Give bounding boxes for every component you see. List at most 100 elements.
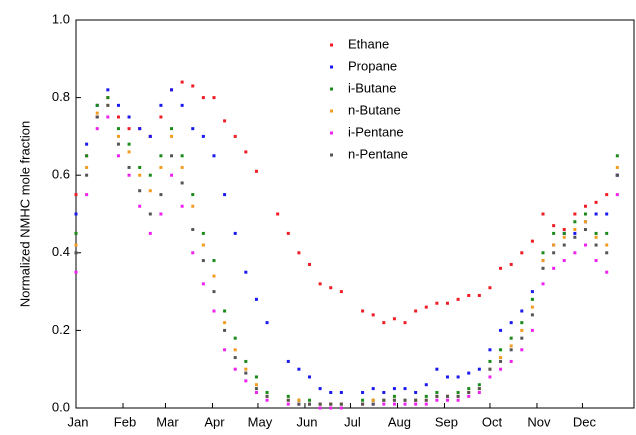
y-tick-label: 0.0 — [52, 399, 70, 414]
point — [127, 150, 131, 154]
point — [116, 154, 120, 158]
point — [361, 390, 365, 394]
x-tick-label: Jun — [296, 414, 317, 429]
point — [212, 309, 216, 313]
point — [499, 328, 503, 332]
point — [148, 189, 152, 193]
point — [424, 305, 428, 309]
point — [329, 286, 333, 290]
y-tick-label: 0.4 — [52, 244, 70, 259]
point — [520, 336, 524, 340]
point — [467, 387, 471, 391]
point — [467, 390, 471, 394]
point — [308, 398, 312, 402]
point — [159, 115, 163, 119]
point — [488, 348, 492, 352]
point — [297, 251, 301, 255]
point — [509, 359, 513, 363]
point — [106, 88, 110, 92]
x-tick-label: May — [248, 414, 273, 429]
point — [159, 212, 163, 216]
point — [201, 96, 205, 100]
point — [85, 173, 89, 177]
point — [212, 154, 216, 158]
point — [467, 371, 471, 375]
point — [233, 356, 237, 360]
point — [594, 243, 598, 247]
point — [530, 305, 534, 309]
point — [254, 297, 258, 301]
x-tick-label: Mar — [156, 414, 179, 429]
point — [212, 96, 216, 100]
point — [265, 398, 269, 402]
point — [138, 204, 142, 208]
point — [191, 251, 195, 255]
point — [286, 398, 290, 402]
point — [233, 336, 237, 340]
point — [382, 321, 386, 325]
point — [201, 231, 205, 235]
point — [615, 165, 619, 169]
point — [477, 390, 481, 394]
point — [541, 282, 545, 286]
legend-label: Propane — [348, 58, 397, 73]
point — [605, 231, 609, 235]
point — [594, 235, 598, 239]
point — [392, 387, 396, 391]
point — [233, 134, 237, 138]
point — [477, 293, 481, 297]
point — [530, 313, 534, 317]
point — [191, 193, 195, 197]
point — [594, 200, 598, 204]
point — [74, 243, 78, 247]
point — [371, 387, 375, 391]
point — [520, 309, 524, 313]
point — [445, 301, 449, 305]
point — [509, 348, 513, 352]
point — [286, 402, 290, 406]
point — [170, 127, 174, 131]
point — [297, 367, 301, 371]
point — [371, 402, 375, 406]
point — [254, 383, 258, 387]
point — [467, 293, 471, 297]
point — [403, 387, 407, 391]
point — [127, 127, 131, 131]
x-tick-label: Oct — [482, 414, 503, 429]
legend-marker — [330, 153, 333, 157]
point — [509, 262, 513, 266]
point — [308, 262, 312, 266]
point — [138, 173, 142, 177]
point — [170, 173, 174, 177]
x-tick-label: Jul — [344, 414, 361, 429]
point — [244, 150, 248, 154]
point — [138, 189, 142, 193]
point — [95, 103, 99, 107]
point — [382, 398, 386, 402]
point — [424, 383, 428, 387]
point — [286, 359, 290, 363]
point — [552, 224, 556, 228]
y-tick-label: 0.8 — [52, 89, 70, 104]
point — [520, 251, 524, 255]
point — [477, 387, 481, 391]
point — [159, 165, 163, 169]
point — [85, 154, 89, 158]
point — [541, 212, 545, 216]
point — [74, 193, 78, 197]
point — [223, 321, 227, 325]
y-tick-label: 1.0 — [52, 11, 70, 26]
point — [424, 402, 428, 406]
y-tick-label: 0.2 — [52, 322, 70, 337]
point — [318, 402, 322, 406]
x-tick-label: Nov — [527, 414, 551, 429]
point — [191, 127, 195, 131]
point — [573, 212, 577, 216]
point — [180, 103, 184, 107]
point — [477, 367, 481, 371]
point — [414, 390, 418, 394]
point — [371, 398, 375, 402]
point — [562, 235, 566, 239]
point — [499, 356, 503, 360]
point — [435, 398, 439, 402]
